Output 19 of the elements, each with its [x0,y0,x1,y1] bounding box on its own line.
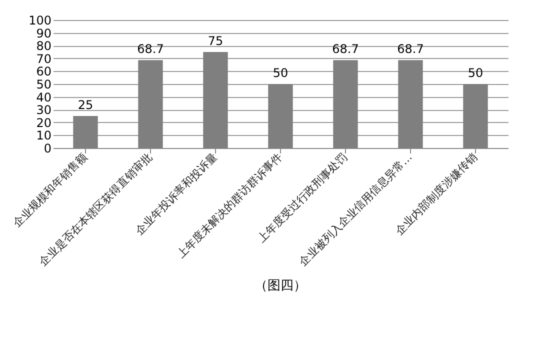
text: （图四） [254,278,306,294]
y-tick-label: 90 [36,26,52,40]
y-tick-label: 80 [36,39,52,54]
y-tick-label: 60 [36,64,52,79]
y-tick-label: 20 [36,116,52,130]
y-tick-label: 30 [36,103,52,118]
data-label: 25 [78,98,94,112]
y-tick-label: 10 [36,128,52,143]
data-label: 68.7 [137,42,164,56]
data-label: 50 [272,66,288,80]
data-label: 50 [468,66,484,80]
data-label: 68.7 [397,42,424,56]
y-tick-label: 100 [28,14,52,28]
y-tick-label: 40 [36,90,52,104]
y-tick-label: 0 [44,142,52,156]
data-label: 75 [208,34,224,48]
data-label: 68.7 [332,42,359,56]
y-tick-label: 50 [36,78,52,92]
y-tick-label: 70 [36,52,52,66]
